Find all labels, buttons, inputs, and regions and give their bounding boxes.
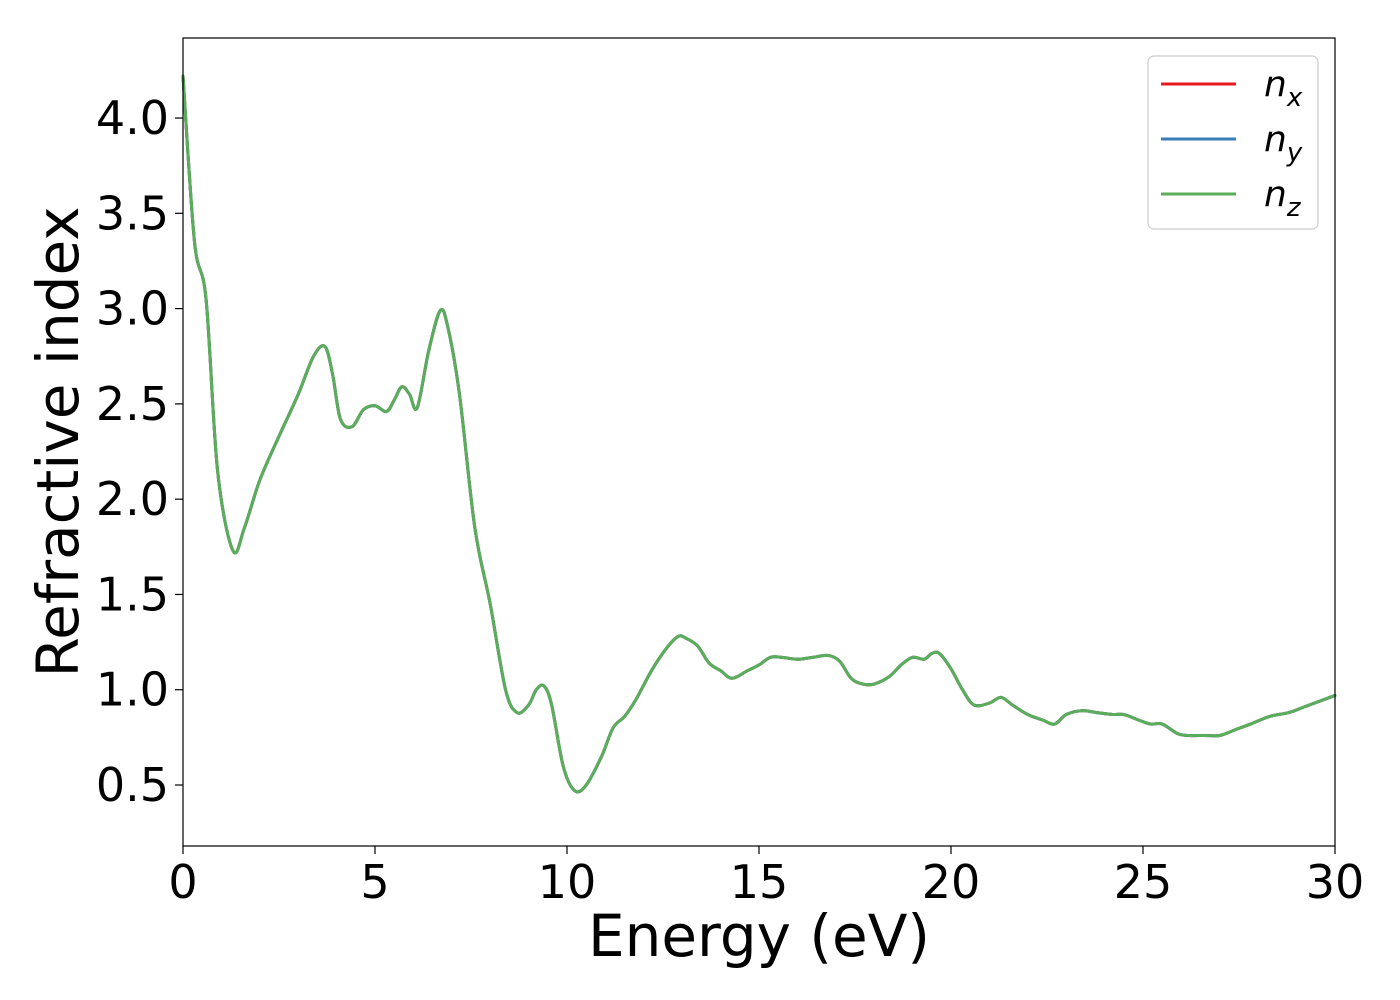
series-layer bbox=[181, 74, 1337, 794]
x-tick-label: 20 bbox=[922, 855, 981, 909]
x-tick-label: 30 bbox=[1306, 855, 1365, 909]
legend-label-nx: nx bbox=[1264, 64, 1303, 113]
y-tick-label: 2.0 bbox=[96, 472, 169, 526]
series-line-nz bbox=[181, 74, 1337, 794]
x-tick-label: 15 bbox=[730, 855, 789, 909]
y-tick-label: 4.0 bbox=[96, 91, 169, 145]
legend-label-ny: ny bbox=[1264, 119, 1303, 168]
legend: nx ny nz bbox=[1147, 55, 1319, 230]
x-tick-label: 25 bbox=[1114, 855, 1173, 909]
legend-box bbox=[1147, 55, 1319, 230]
x-tick-label: 0 bbox=[168, 855, 197, 909]
x-axis-title: Energy (eV) bbox=[588, 902, 930, 970]
y-axis-title: Refractive index bbox=[24, 206, 92, 677]
y-tick-label: 0.5 bbox=[96, 758, 169, 812]
x-tick-label: 10 bbox=[538, 855, 597, 909]
legend-label-nz: nz bbox=[1264, 174, 1302, 223]
x-axis: 0 5 10 15 20 25 30 bbox=[168, 846, 1364, 909]
y-tick-label: 3.0 bbox=[96, 282, 169, 336]
x-tick-label: 5 bbox=[360, 855, 389, 909]
y-tick-label: 1.5 bbox=[96, 567, 169, 621]
y-tick-label: 3.5 bbox=[96, 186, 169, 240]
y-axis: 0.5 1.0 1.5 2.0 2.5 3.0 3.5 4.0 bbox=[96, 91, 183, 812]
y-tick-label: 2.5 bbox=[96, 377, 169, 431]
y-tick-label: 1.0 bbox=[96, 663, 169, 717]
